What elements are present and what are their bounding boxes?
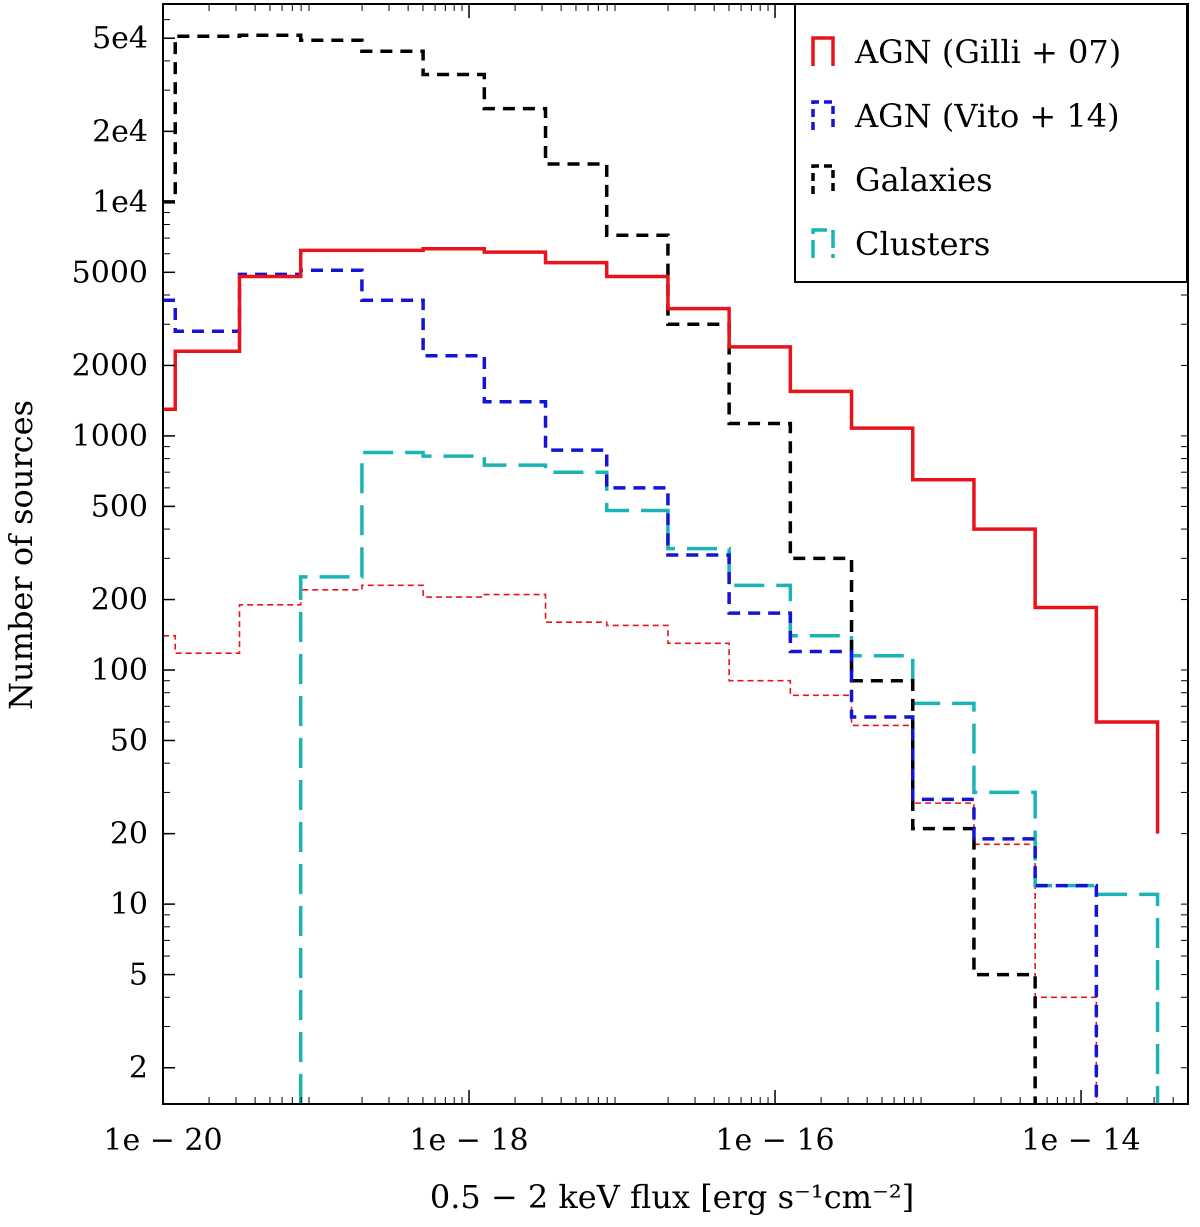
y-tick-label: 500 — [91, 489, 148, 524]
x-tick-label: 1e − 14 — [1021, 1123, 1140, 1158]
legend-swatch — [811, 36, 835, 66]
y-tick-label: 20 — [110, 817, 148, 852]
y-tick-label: 200 — [91, 583, 148, 618]
legend-label: Clusters — [855, 225, 990, 263]
series-clusters — [298, 450, 1160, 1104]
series-agn-vito-14 — [163, 268, 1099, 1104]
ticks-layer: 1e − 20 1e − 18 1e − 16 1e − 14 2 5 10 20 50 100 2… — [72, 4, 1188, 1158]
series-layer — [163, 33, 1160, 1104]
legend-label: AGN (Gilli + 07) — [854, 33, 1121, 71]
y-tick-label: 2e4 — [92, 114, 148, 149]
legend-swatch — [811, 228, 835, 258]
y-tick-label: 5e4 — [92, 21, 148, 56]
x-axis-title: 0.5 − 2 keV flux [erg s⁻¹cm⁻²] — [430, 1178, 914, 1216]
legend-swatch — [811, 100, 835, 130]
legend-box — [794, 3, 1188, 283]
y-tick-label: 1e4 — [92, 185, 148, 220]
plot-frame — [162, 3, 1189, 1105]
y-tick-label: 5000 — [72, 255, 148, 290]
y-tick-label: 100 — [91, 653, 148, 688]
series-galaxies — [163, 33, 1037, 1104]
x-tick-label: 1e − 20 — [103, 1123, 222, 1158]
series-agn-gilli-07 — [163, 247, 1160, 834]
legend-label: Galaxies — [855, 161, 993, 199]
y-tick-label: 2000 — [72, 348, 148, 383]
y-tick-label: 5 — [129, 958, 148, 993]
y-tick-label: 10 — [110, 887, 148, 922]
x-tick-label: 1e − 18 — [409, 1123, 528, 1158]
y-tick-label: 1000 — [72, 419, 148, 454]
y-tick-label: 2 — [129, 1051, 148, 1086]
legend-label: AGN (Vito + 14) — [854, 97, 1120, 135]
series-agn-thin-unlabeled — [163, 584, 1098, 1104]
y-axis-title: Number of sources — [2, 400, 40, 710]
x-tick-label: 1e − 16 — [715, 1123, 834, 1158]
y-tick-label: 50 — [110, 723, 148, 758]
legend: AGN (Gilli + 07) AGN (Vito + 14) Galaxies C… — [794, 3, 1188, 283]
legend-swatch — [811, 164, 835, 194]
